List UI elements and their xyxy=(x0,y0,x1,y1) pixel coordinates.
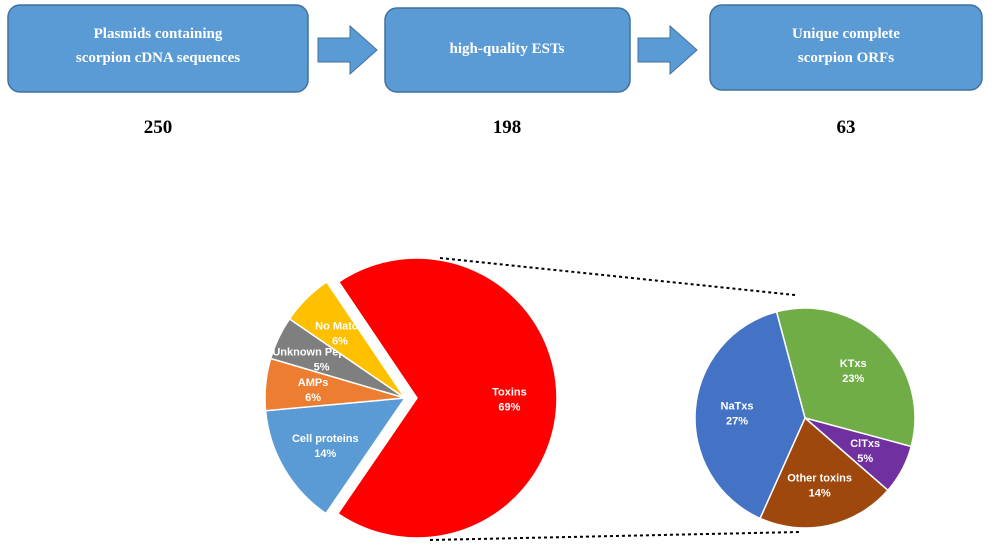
slice-value: 14% xyxy=(314,448,336,460)
flow-box xyxy=(709,4,983,91)
slice-value: 14% xyxy=(809,488,831,500)
slice-value: 6% xyxy=(332,335,348,347)
slice-value: 5% xyxy=(857,453,873,465)
slice-label: No Match xyxy=(315,320,365,332)
pie-slice xyxy=(694,310,806,520)
slice-label: AMPs xyxy=(298,377,329,389)
slice-value: 6% xyxy=(305,392,321,404)
pie-slice xyxy=(288,280,406,399)
flow-box xyxy=(384,7,631,93)
flow-box xyxy=(7,4,309,93)
pie-slice xyxy=(759,416,889,529)
slice-value: 27% xyxy=(726,416,748,428)
pie-slice xyxy=(336,257,558,539)
slice-label: Cell proteins xyxy=(292,433,359,445)
count: 198 xyxy=(493,117,522,138)
count: 63 xyxy=(837,117,856,138)
slice-value: 5% xyxy=(314,361,330,373)
slice-label: ClTxs xyxy=(850,438,880,450)
slice-label: Toxins xyxy=(492,386,527,398)
slice-label: NaTxs xyxy=(721,401,754,413)
slice-value: 69% xyxy=(498,401,520,413)
flow-arrow xyxy=(317,24,378,76)
flow-arrow xyxy=(637,24,698,76)
flow-label: high-quality ESTs xyxy=(450,41,565,57)
count: 250 xyxy=(144,117,173,138)
pie-slice xyxy=(775,307,916,448)
pie-slice xyxy=(264,397,407,515)
slice-value: 23% xyxy=(842,373,864,385)
slice-label: KTxs xyxy=(840,358,867,370)
flow-label: Plasmids containing scorpion cDNA sequenc… xyxy=(76,26,240,66)
flow-label: Unique complete scorpion ORFs xyxy=(792,26,900,66)
slice-label: Other toxins xyxy=(787,473,852,485)
connector xyxy=(429,531,801,541)
